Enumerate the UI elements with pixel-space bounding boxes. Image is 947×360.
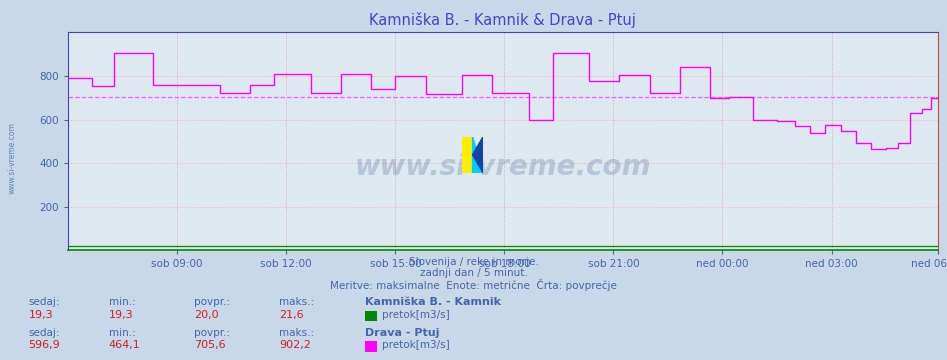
Text: Drava - Ptuj: Drava - Ptuj xyxy=(365,328,439,338)
Text: 705,6: 705,6 xyxy=(194,340,225,350)
Text: 596,9: 596,9 xyxy=(28,340,61,350)
Text: sedaj:: sedaj: xyxy=(28,297,60,307)
Text: maks.:: maks.: xyxy=(279,297,314,307)
Text: povpr.:: povpr.: xyxy=(194,297,230,307)
Polygon shape xyxy=(473,137,483,173)
Text: 464,1: 464,1 xyxy=(109,340,141,350)
Text: pretok[m3/s]: pretok[m3/s] xyxy=(382,340,450,350)
Text: 902,2: 902,2 xyxy=(279,340,312,350)
Text: Slovenija / reke in morje.: Slovenija / reke in morje. xyxy=(408,257,539,267)
Text: www.si-vreme.com: www.si-vreme.com xyxy=(8,122,17,194)
Text: min.:: min.: xyxy=(109,328,135,338)
Text: www.si-vreme.com: www.si-vreme.com xyxy=(354,153,652,181)
Text: Meritve: maksimalne  Enote: metrične  Črta: povprečje: Meritve: maksimalne Enote: metrične Črta… xyxy=(331,279,616,291)
Polygon shape xyxy=(462,137,473,173)
Text: sedaj:: sedaj: xyxy=(28,328,60,338)
Text: Kamniška B. - Kamnik: Kamniška B. - Kamnik xyxy=(365,297,501,307)
Polygon shape xyxy=(473,137,483,173)
Text: 19,3: 19,3 xyxy=(109,310,134,320)
Text: min.:: min.: xyxy=(109,297,135,307)
Text: 20,0: 20,0 xyxy=(194,310,219,320)
Text: pretok[m3/s]: pretok[m3/s] xyxy=(382,310,450,320)
Text: maks.:: maks.: xyxy=(279,328,314,338)
Text: 19,3: 19,3 xyxy=(28,310,53,320)
Title: Kamniška B. - Kamnik & Drava - Ptuj: Kamniška B. - Kamnik & Drava - Ptuj xyxy=(369,13,636,28)
Text: zadnji dan / 5 minut.: zadnji dan / 5 minut. xyxy=(420,268,527,278)
Text: povpr.:: povpr.: xyxy=(194,328,230,338)
Text: 21,6: 21,6 xyxy=(279,310,304,320)
